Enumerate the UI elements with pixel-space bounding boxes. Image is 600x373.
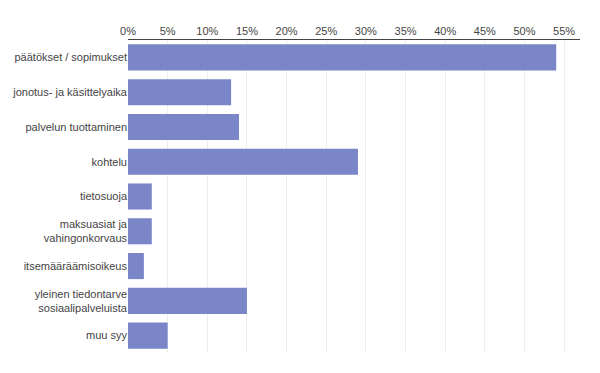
svg-text:15%: 15% [236, 25, 258, 37]
svg-text:25%: 25% [315, 25, 337, 37]
svg-text:40%: 40% [434, 25, 456, 37]
svg-text:10%: 10% [196, 25, 218, 37]
svg-text:maksuasiat javahingonkorvaus: maksuasiat javahingonkorvaus [44, 218, 128, 244]
svg-text:jonotus- ja käsittelyaika: jonotus- ja käsittelyaika [12, 86, 128, 98]
svg-text:itsemääräämisoikeus: itsemääräämisoikeus [24, 260, 128, 272]
svg-text:0%: 0% [120, 25, 136, 37]
svg-text:55%: 55% [553, 25, 575, 37]
svg-text:muu syy: muu syy [86, 329, 127, 341]
svg-text:30%: 30% [355, 25, 377, 37]
svg-text:20%: 20% [276, 25, 298, 37]
svg-text:35%: 35% [395, 25, 417, 37]
svg-text:tietosuoja: tietosuoja [80, 190, 128, 202]
svg-text:5%: 5% [160, 25, 176, 37]
svg-text:45%: 45% [474, 25, 496, 37]
svg-text:päätökset / sopimukset: päätökset / sopimukset [14, 51, 127, 63]
svg-text:50%: 50% [513, 25, 535, 37]
svg-text:palvelun tuottaminen: palvelun tuottaminen [25, 121, 127, 133]
svg-text:kohtelu: kohtelu [92, 156, 127, 168]
svg-text:yleinen tiedontarvesosiaalipal: yleinen tiedontarvesosiaalipalveluista [35, 288, 128, 314]
